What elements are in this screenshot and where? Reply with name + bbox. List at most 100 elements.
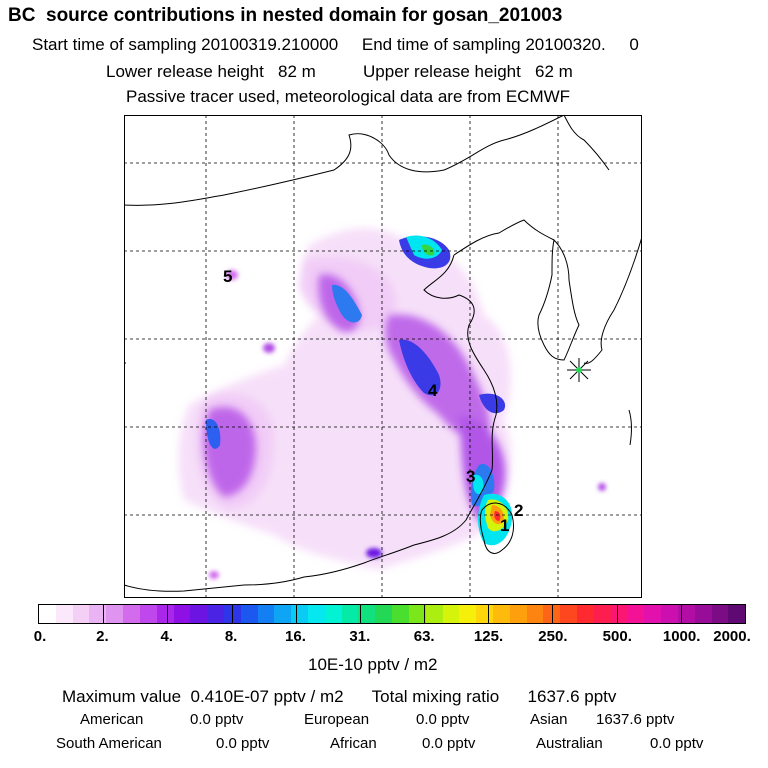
colorbar-segment <box>442 605 460 623</box>
colorbar-tick-labels: 0. 2. 4. 8. 16. 31. 63. 125. 250. 500. 1000. 2000. <box>0 628 768 648</box>
colorbar-segment <box>577 605 594 623</box>
start-value: 20100319.210000 <box>201 35 339 54</box>
total-label: Total mixing ratio <box>371 687 500 706</box>
end-value: 20100320. <box>525 35 606 54</box>
colorbar-segment <box>207 605 224 623</box>
colorbar-segment <box>661 605 678 623</box>
colorbar-tick-label: 31. <box>349 628 371 645</box>
upper-label: Upper release height <box>363 62 521 81</box>
region-value: 0.0 pptv <box>216 735 270 752</box>
colorbar-segment <box>358 605 376 623</box>
region-name: South American <box>56 735 162 752</box>
marker-label: 4 <box>428 381 438 400</box>
japan-coast <box>583 235 642 364</box>
border-ne <box>563 115 610 171</box>
colorbar-segment <box>139 605 157 623</box>
colorbar-segment <box>627 605 645 623</box>
colorbar-segment <box>291 605 308 623</box>
colorbar-segment <box>324 605 342 623</box>
colorbar-segment <box>240 605 258 623</box>
colorbar-tick-label: 500. <box>602 628 632 645</box>
colorbar-tick <box>488 605 490 623</box>
colorbar-segment <box>392 605 409 623</box>
colorbar-segment <box>39 605 56 623</box>
colorbar-segment <box>694 605 712 623</box>
colorbar-tick-label: 1000. <box>662 628 701 645</box>
colorbar-segment <box>459 605 477 623</box>
korea-border <box>453 219 555 256</box>
region-name: Australian <box>536 735 603 752</box>
region-name: African <box>330 735 377 752</box>
start-label: Start time of sampling <box>32 35 197 54</box>
taiwan-coast <box>479 502 515 554</box>
marker-label: 2 <box>514 501 523 520</box>
colorbar-segment <box>560 605 577 623</box>
colorbar-tick-label: 63. <box>413 628 435 645</box>
northern-border <box>124 115 565 206</box>
colorbar-segment <box>190 605 208 623</box>
colorbar-segment <box>375 605 393 623</box>
colorbar-tick-label: 0. <box>33 628 47 645</box>
colorbar-tick <box>680 605 682 623</box>
region-name: European <box>304 711 370 728</box>
colorbar-segment <box>425 605 443 623</box>
release-heights-line: Lower release height 82 m Upper release … <box>106 63 573 80</box>
region-name: American <box>80 711 144 728</box>
colorbar-segment <box>257 605 275 623</box>
colorbar-tick-label: 4. <box>160 628 173 645</box>
region-value: 1637.6 pptv <box>596 711 675 728</box>
korean-peninsula <box>537 238 580 361</box>
colorbar-segment <box>123 605 140 623</box>
colorbar-segment <box>308 605 325 623</box>
colorbar-tick-label: 8. <box>224 628 238 645</box>
region-name: Asian <box>530 711 568 728</box>
colorbar-segment <box>509 605 527 623</box>
lat-lon-grid <box>124 115 642 598</box>
region-value: 0.0 pptv <box>650 735 704 752</box>
colorbar-tick-label: 2. <box>96 628 109 645</box>
upper-value: 62 m <box>535 62 573 81</box>
end-suffix: 0 <box>629 35 639 54</box>
coastlines <box>124 115 642 592</box>
colorbar-segment <box>72 605 90 623</box>
colorbar-segment <box>341 605 359 623</box>
marker-label: 3 <box>466 467 475 486</box>
maximum-and-total-line: Maximum value 0.410E-07 pptv / m2 Total … <box>62 688 616 705</box>
colorbar-segment <box>476 605 493 623</box>
total-value: 1637.6 pptv <box>527 687 617 706</box>
sampling-times-line: Start time of sampling 20100319.210000 E… <box>32 36 639 53</box>
colorbar-segment <box>106 605 124 623</box>
colorbar-tick-label: 250. <box>538 628 568 645</box>
star-icon <box>567 358 591 382</box>
colorbar-tick <box>616 605 618 623</box>
colorbar-tick <box>295 605 297 623</box>
colorbar-tick <box>359 605 361 623</box>
marker-label: 1 <box>500 516 509 535</box>
colorbar-tick-label: 2000. <box>713 628 751 645</box>
colorbar-segment <box>711 605 729 623</box>
colorbar-tick <box>424 605 426 623</box>
colorbar-tick-label: 16. <box>285 628 306 645</box>
colorbar-segment <box>492 605 510 623</box>
colorbar-segment <box>173 605 191 623</box>
colorbar-segment <box>156 605 174 623</box>
colorbar-segment <box>408 605 426 623</box>
colorbar-segment <box>593 605 611 623</box>
china-coast <box>124 254 498 592</box>
colorbar-segment <box>526 605 544 623</box>
region-value: 0.0 pptv <box>190 711 244 728</box>
colorbar-segment <box>677 605 695 623</box>
colorbar-units: 10E-10 pptv / m2 <box>308 655 438 674</box>
colorbar-tick <box>231 605 233 623</box>
colorbar-segment <box>274 605 292 623</box>
colorbar-segment <box>543 605 561 623</box>
colorbar <box>38 604 746 624</box>
plot-title: BC source contributions in nested domain… <box>8 5 563 26</box>
colorbar-tick-label: 125. <box>473 628 504 645</box>
lower-value: 82 m <box>278 62 316 81</box>
marker-label: 5 <box>223 267 232 286</box>
colorbar-tick <box>167 605 169 623</box>
ryukyu-islands <box>628 409 632 446</box>
region-value: 0.0 pptv <box>422 735 476 752</box>
colorbar-segment <box>89 605 107 623</box>
